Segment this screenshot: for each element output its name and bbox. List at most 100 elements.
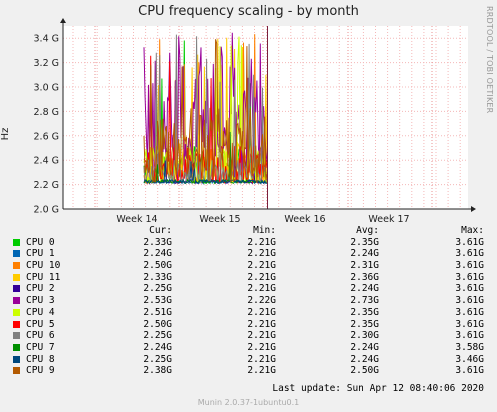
avg-value: 2.50G [350, 365, 379, 377]
last-update: Last update: Sun Apr 12 08:40:06 2020 [272, 383, 484, 394]
max-value: 3.61G [455, 365, 484, 377]
series-name: CPU 8 [26, 353, 55, 365]
cur-value: 2.51G [143, 306, 172, 318]
legend-row: CPU 6 2.25G 2.21G 2.30G 3.61G [0, 330, 497, 342]
min-value: 2.21G [247, 260, 276, 272]
avg-value: 2.73G [350, 295, 379, 307]
legend-row: CPU 0 2.33G 2.21G 2.35G 3.61G [0, 237, 497, 249]
legend-row: CPU 11 2.33G 2.21G 2.36G 3.61G [0, 272, 497, 284]
munin-version: Munin 2.0.37-1ubuntu0.1 [197, 398, 300, 407]
series-name: CPU 0 [26, 236, 55, 248]
legend-swatch [13, 332, 20, 340]
avg-value: 2.24G [350, 353, 379, 365]
legend-header-row: Cur: Min: Avg: Max: [0, 225, 497, 237]
legend-swatch [13, 262, 20, 270]
series-name: CPU 11 [26, 271, 61, 283]
avg-value: 2.24G [350, 341, 379, 353]
series-name: CPU 3 [26, 295, 55, 307]
avg-value: 2.35G [350, 318, 379, 330]
min-value: 2.21G [247, 318, 276, 330]
y-tick-label: 2.0 G [34, 205, 60, 216]
legend-swatch [13, 238, 20, 246]
plot-area: 2.0 G 2.2 G 2.4 G 2.6 G 2.8 G 3.0 G 3.2 G 3.4 G… [34, 18, 476, 225]
min-value: 2.21G [247, 283, 276, 295]
x-tick-label: Week 17 [368, 214, 409, 225]
cur-value: 2.38G [143, 365, 172, 377]
y-tick-label: 3.0 G [34, 83, 60, 94]
series-line [143, 32, 268, 182]
cur-value: 2.33G [143, 271, 172, 283]
avg-value: 2.24G [350, 283, 379, 295]
rrdtool-credit: RRDTOOL / TOBI OETIKER [485, 6, 494, 114]
cur-value: 2.25G [143, 353, 172, 365]
max-value: 3.58G [455, 341, 484, 353]
max-value: 3.61G [455, 248, 484, 260]
min-value: 2.21G [247, 236, 276, 248]
max-value: 3.61G [455, 260, 484, 272]
avg-value: 2.24G [350, 248, 379, 260]
legend-row: CPU 10 2.50G 2.21G 2.31G 3.61G [0, 260, 497, 272]
min-value: 2.21G [247, 365, 276, 377]
header-avg: Avg: [356, 225, 379, 236]
x-axis-arrow [471, 206, 476, 212]
min-value: 2.21G [247, 353, 276, 365]
cur-value: 2.50G [143, 318, 172, 330]
cur-value: 2.25G [143, 283, 172, 295]
cur-value: 2.53G [143, 295, 172, 307]
x-tick-label: Week 16 [284, 214, 325, 225]
chart-title: CPU frequency scaling - by month [138, 4, 359, 19]
legend-row: CPU 8 2.25G 2.21G 2.24G 3.46G [0, 354, 497, 366]
legend-swatch [13, 320, 20, 328]
legend-swatch [13, 308, 20, 316]
y-axis-arrow [60, 18, 66, 23]
legend-row: CPU 9 2.38G 2.21G 2.50G 3.61G [0, 365, 497, 377]
legend-row: CPU 1 2.24G 2.21G 2.24G 3.61G [0, 248, 497, 260]
x-tick-label: Week 15 [199, 214, 240, 225]
series-line [143, 39, 268, 183]
legend-swatch [13, 343, 20, 351]
max-value: 3.46G [455, 353, 484, 365]
min-value: 2.22G [247, 295, 276, 307]
min-value: 2.21G [247, 271, 276, 283]
min-value: 2.21G [247, 248, 276, 260]
max-value: 3.61G [455, 271, 484, 283]
y-tick-label: 3.2 G [34, 58, 60, 69]
series-name: CPU 9 [26, 365, 55, 377]
series-name: CPU 6 [26, 330, 55, 342]
series-name: CPU 2 [26, 283, 55, 295]
legend-row: CPU 7 2.24G 2.21G 2.24G 3.58G [0, 342, 497, 354]
header-cur: Cur: [149, 225, 172, 236]
max-value: 3.61G [455, 283, 484, 295]
header-min: Min: [253, 225, 276, 236]
y-tick-label: 3.4 G [34, 34, 60, 45]
min-value: 2.21G [247, 306, 276, 318]
series-line [144, 160, 268, 185]
series-name: CPU 4 [26, 306, 55, 318]
min-value: 2.21G [247, 330, 276, 342]
max-value: 3.61G [455, 295, 484, 307]
legend-swatch [13, 273, 20, 281]
avg-value: 2.35G [350, 236, 379, 248]
series-name: CPU 1 [26, 248, 55, 260]
avg-value: 2.35G [350, 306, 379, 318]
max-value: 3.61G [455, 236, 484, 248]
legend-row: CPU 2 2.25G 2.21G 2.24G 3.61G [0, 283, 497, 295]
legend-swatch [13, 285, 20, 293]
max-value: 3.61G [455, 318, 484, 330]
cur-value: 2.25G [143, 330, 172, 342]
header-max: Max: [461, 225, 484, 236]
cur-value: 2.24G [143, 341, 172, 353]
cur-value: 2.33G [143, 236, 172, 248]
y-tick-label: 2.6 G [34, 131, 60, 142]
legend-row: CPU 5 2.50G 2.21G 2.35G 3.61G [0, 319, 497, 331]
legend-row: CPU 3 2.53G 2.22G 2.73G 3.61G [0, 295, 497, 307]
cur-value: 2.50G [143, 260, 172, 272]
y-tick-label: 2.8 G [34, 107, 60, 118]
avg-value: 2.31G [350, 260, 379, 272]
max-value: 3.61G [455, 330, 484, 342]
avg-value: 2.30G [350, 330, 379, 342]
series-name: CPU 10 [26, 260, 61, 272]
legend-swatch [13, 250, 20, 258]
legend-swatch [13, 367, 20, 375]
